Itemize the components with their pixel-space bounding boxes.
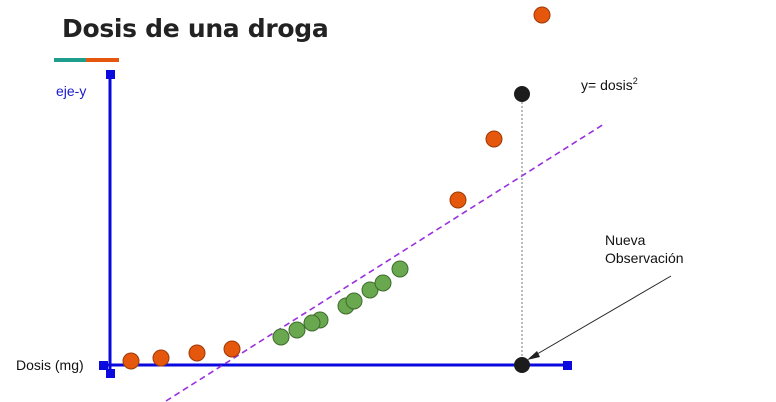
formula-label: y= dosis2 (581, 76, 638, 93)
title-accent-teal (54, 58, 86, 62)
orange-point (188, 344, 206, 362)
page-title: Dosis de una droga (62, 14, 329, 43)
new-observation-arrow (531, 275, 672, 358)
new-observation-line1: Nueva (605, 232, 646, 248)
orange-point (223, 340, 241, 358)
formula-prefix: y= dosis (581, 77, 633, 93)
axis-origin-handle-left (99, 361, 108, 370)
formula-exponent: 2 (632, 76, 638, 86)
predicted-point (514, 86, 530, 102)
y-axis-label: eje-y (56, 83, 87, 99)
arrow-head (527, 351, 540, 360)
green-point (288, 321, 306, 339)
x-axis-right-handle (563, 361, 572, 370)
orange-point (485, 130, 503, 148)
green-point (303, 314, 321, 332)
green-point (345, 292, 363, 310)
axis-origin-handle-bottom (106, 369, 115, 378)
green-point (272, 328, 290, 346)
orange-point (122, 352, 140, 370)
green-point (361, 281, 379, 299)
green-point (391, 260, 409, 278)
y-axis-top-handle (106, 70, 115, 79)
orange-point (449, 191, 467, 209)
orange-point (152, 349, 170, 367)
linear-fit-line (165, 123, 605, 402)
green-point (374, 274, 392, 292)
new-observation-label: Nueva Observación (605, 231, 684, 267)
new-observation-line2: Observación (605, 250, 684, 266)
x-axis-label: Dosis (mg) (16, 357, 84, 373)
orange-point (533, 6, 551, 24)
new-observation-point (514, 357, 530, 373)
title-accent-orange (86, 58, 119, 62)
